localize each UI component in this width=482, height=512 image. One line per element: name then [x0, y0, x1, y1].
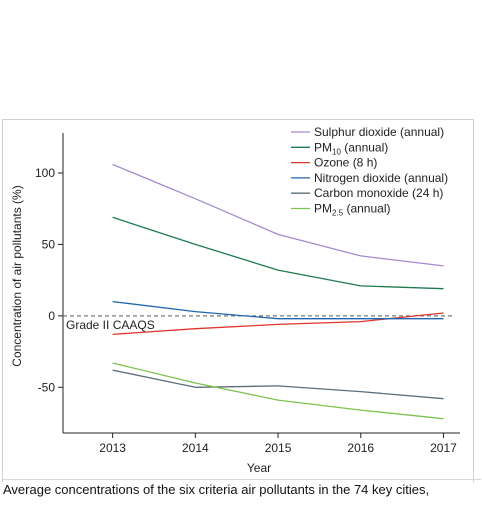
- x-tick-label: 2014: [182, 441, 209, 455]
- y-tick-label: 0: [48, 309, 55, 323]
- x-tick-label: 2017: [430, 441, 457, 455]
- series-line-carbon-monoxide-24-h-: [112, 369, 444, 400]
- legend-label: PM2.5 (annual): [314, 202, 391, 218]
- series-group: [112, 163, 444, 420]
- legend-label-suffix: (annual): [343, 202, 390, 216]
- legend-label-text: Nitrogen dioxide (annual): [314, 171, 448, 185]
- series-line-sulphur-dioxide-annual-: [112, 163, 444, 267]
- x-tick-label: 2015: [265, 441, 292, 455]
- x-tick-label: 2016: [347, 441, 374, 455]
- series-line-pm10-annual-: [112, 216, 444, 290]
- y-tick-label: 100: [35, 166, 55, 180]
- legend-label: Carbon monoxide (24 h): [314, 186, 443, 200]
- series-line-nitrogen-dioxide-annual-: [112, 300, 444, 320]
- y-tick-label: -50: [38, 380, 56, 394]
- chart-axes: 100 50 0 -50 2013 2014 2015 2016 2017: [35, 133, 460, 455]
- reference-line-group: Grade II CAAQS: [63, 315, 455, 332]
- legend-label-subscript: 10: [332, 147, 341, 156]
- legend-label-text: PM: [314, 140, 332, 154]
- x-tick-label: 2013: [99, 441, 126, 455]
- legend-label-text: PM: [314, 202, 332, 216]
- figure-panel: [2, 119, 474, 482]
- legend-label: Ozone (8 h): [314, 156, 377, 170]
- legend-label-text: Ozone (8 h): [314, 156, 377, 170]
- legend-label-text: Carbon monoxide (24 h): [314, 186, 443, 200]
- x-axis-title: Year: [247, 461, 271, 475]
- y-tick-label: 50: [42, 237, 56, 251]
- legend-label-subscript: 2.5: [332, 209, 344, 218]
- y-axis-title: Concentration of air pollutants (%): [10, 185, 24, 366]
- legend: Sulphur dioxide (annual)PM10 (annual)Ozo…: [291, 125, 448, 218]
- legend-label: PM10 (annual): [314, 140, 388, 156]
- series-line-pm2-5-annual-: [112, 362, 444, 420]
- legend-label: Sulphur dioxide (annual): [314, 125, 444, 139]
- reference-line-label: Grade II CAAQS: [66, 318, 155, 332]
- legend-label: Nitrogen dioxide (annual): [314, 171, 448, 185]
- legend-label-text: Sulphur dioxide (annual): [314, 125, 444, 139]
- figure-caption: Average concentrations of the six criter…: [3, 479, 481, 504]
- legend-label-suffix: (annual): [341, 140, 388, 154]
